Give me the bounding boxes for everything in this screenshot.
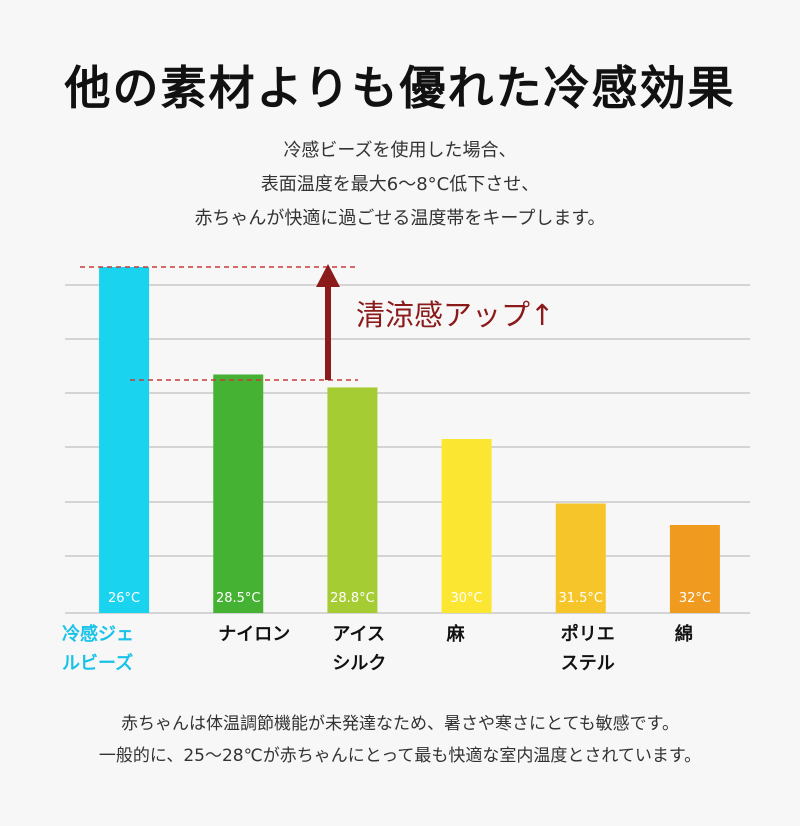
bar-4: [441, 439, 492, 613]
category-label: 綿: [675, 623, 693, 645]
bar-1: [99, 267, 150, 613]
category-label: 冷感ジェ: [62, 623, 134, 645]
page-title: 他の素材よりも優れた冷感効果: [64, 61, 736, 115]
subtitle: 冷感ビーズを使用した場合、 表面温度を最大6〜8°C低下させ、 赤ちゃんが快適に…: [0, 134, 800, 236]
subtitle-line: 表面温度を最大6〜8°C低下させ、: [260, 174, 540, 195]
category-label: アイス: [332, 624, 385, 645]
category-label: シルク: [332, 653, 386, 674]
bar-value-label: 28.8°C: [330, 591, 375, 606]
bar-6: [669, 525, 720, 613]
footnote: 赤ちゃんは体温調節機能が未発達なため、暑さや寒さにとても敏感です。 一般的に、2…: [0, 708, 800, 772]
category-label: ルビーズ: [62, 652, 133, 674]
bar-value-label: 26°C: [108, 591, 140, 606]
footnote-line: 一般的に、25〜28℃が赤ちゃんにとって最も快適な室内温度とされています。: [98, 746, 702, 766]
subtitle-line: 赤ちゃんが快適に過ごせる温度帯をキープします。: [194, 208, 606, 229]
bar-value-label: 28.5°C: [216, 591, 261, 606]
bar-value-label: 32°C: [679, 591, 711, 606]
subtitle-line: 冷感ビーズを使用した場合、: [283, 140, 517, 161]
category-label: ステル: [561, 653, 615, 674]
annotation-arrow-head: [316, 264, 340, 287]
category-label: ナイロン: [218, 624, 290, 645]
bar-value-label: 30°C: [451, 591, 483, 606]
annotation-text: 清涼感アップ↑: [356, 298, 554, 332]
category-label: ポリエ: [561, 623, 615, 645]
footnote-line: 赤ちゃんは体温調節機能が未発達なため、暑さや寒さにとても敏感です。: [121, 714, 679, 734]
bar-3: [327, 387, 378, 613]
bar-2: [213, 374, 264, 613]
category-label: 麻: [446, 623, 466, 645]
bar-5: [555, 503, 606, 613]
bar-value-label: 31.5°C: [558, 591, 603, 606]
